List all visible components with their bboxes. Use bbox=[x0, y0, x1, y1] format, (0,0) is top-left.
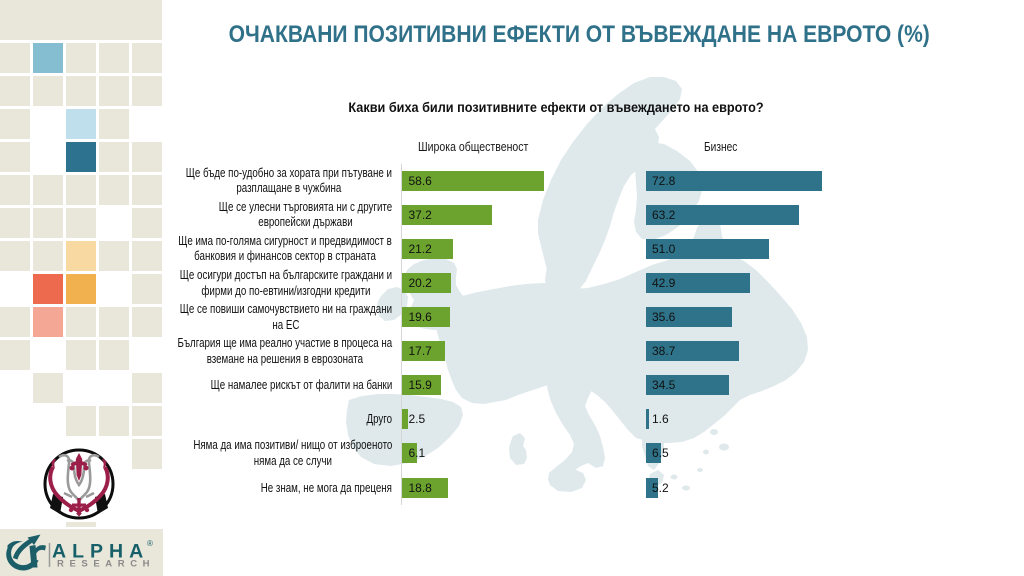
svg-text:ALPHA: ALPHA bbox=[52, 541, 149, 563]
svg-text:RESEARCH: RESEARCH bbox=[57, 559, 155, 570]
svg-text:®: ® bbox=[147, 539, 153, 548]
